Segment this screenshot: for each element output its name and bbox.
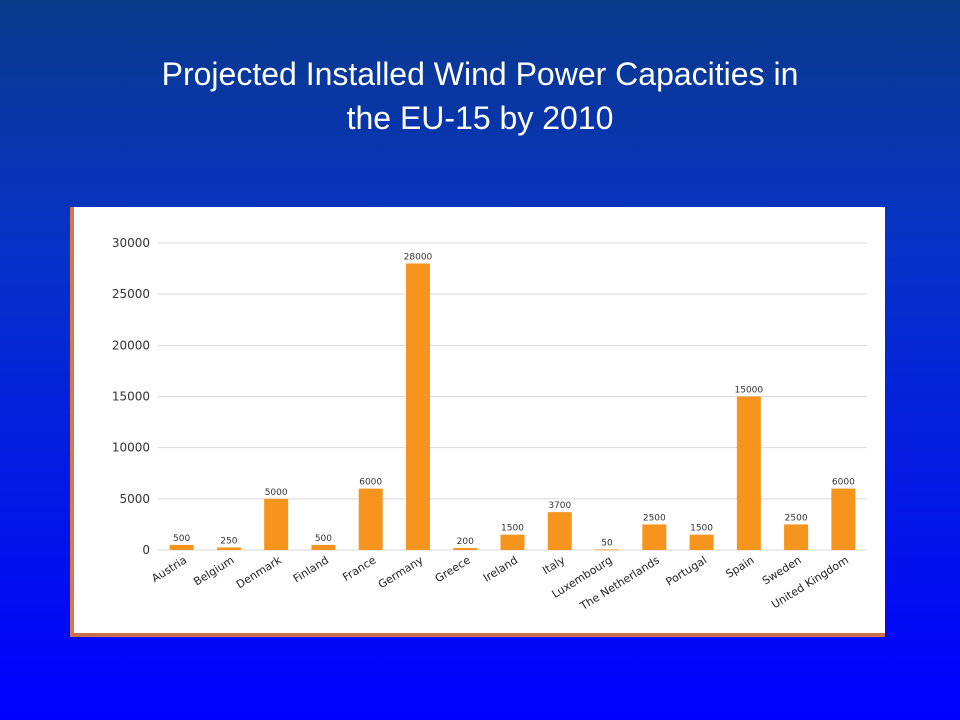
data-label-12: 15000: [735, 386, 764, 396]
category-label-6: Greece: [433, 553, 473, 585]
data-label-13: 2500: [785, 513, 808, 523]
data-label-6: 200: [457, 537, 474, 547]
data-label-8: 3700: [548, 501, 571, 511]
bar-4: [358, 488, 383, 550]
bar-9: [595, 549, 620, 551]
category-label-8: Italy: [540, 553, 568, 577]
data-label-4: 6000: [359, 478, 382, 488]
y-tick-label-2: 10000: [112, 441, 150, 455]
bar-8: [547, 512, 572, 550]
data-label-7: 1500: [501, 524, 524, 534]
slide-title: Projected Installed Wind Power Capacitie…: [0, 52, 960, 140]
category-label-1: Belgium: [191, 554, 236, 589]
data-label-14: 6000: [832, 478, 855, 488]
bar-10: [642, 524, 667, 550]
category-label-0: Austria: [149, 554, 189, 586]
bar-6: [453, 547, 478, 550]
data-label-5: 28000: [404, 252, 433, 262]
data-label-1: 250: [220, 536, 237, 546]
bar-12: [736, 396, 761, 550]
slide-title-line-2: the EU-15 by 2010: [346, 100, 614, 136]
category-label-2: Denmark: [234, 553, 284, 591]
category-label-12: Spain: [723, 554, 756, 581]
category-label-11: Portugal: [664, 554, 710, 589]
y-tick-label-3: 15000: [112, 390, 150, 404]
bar-3: [311, 544, 336, 550]
y-tick-label-5: 25000: [112, 287, 150, 301]
category-label-3: Finland: [291, 554, 331, 586]
bar-11: [689, 534, 714, 550]
bar-7: [500, 534, 525, 550]
category-label-10: The Netherlands: [577, 553, 662, 613]
category-label-4: France: [340, 553, 378, 584]
y-tick-label-1: 5000: [119, 492, 150, 506]
category-label-7: Ireland: [481, 554, 520, 585]
bar-2: [264, 498, 289, 550]
data-label-10: 2500: [643, 513, 666, 523]
data-label-11: 1500: [690, 524, 713, 534]
data-label-9: 50: [601, 538, 613, 548]
bar-1: [216, 547, 241, 550]
bar-14: [831, 488, 856, 550]
bar-13: [784, 524, 809, 550]
bar-5: [405, 263, 430, 550]
y-tick-label-0: 0: [142, 543, 150, 557]
bar-chart: 0 5000 10000 15000 20000 25000 30000 500 Austria…: [112, 236, 867, 613]
data-label-0: 500: [173, 534, 190, 544]
data-label-3: 500: [315, 534, 332, 544]
data-label-2: 5000: [265, 488, 288, 498]
y-tick-label-6: 30000: [112, 236, 150, 250]
slide-title-line-1: Projected Installed Wind Power Capacitie…: [161, 56, 799, 92]
bar-0: [169, 544, 194, 550]
category-label-5: Germany: [376, 553, 426, 591]
chart-frame: 0 5000 10000 15000 20000 25000 30000 500 Austria…: [70, 207, 885, 637]
y-tick-label-4: 20000: [112, 338, 150, 352]
